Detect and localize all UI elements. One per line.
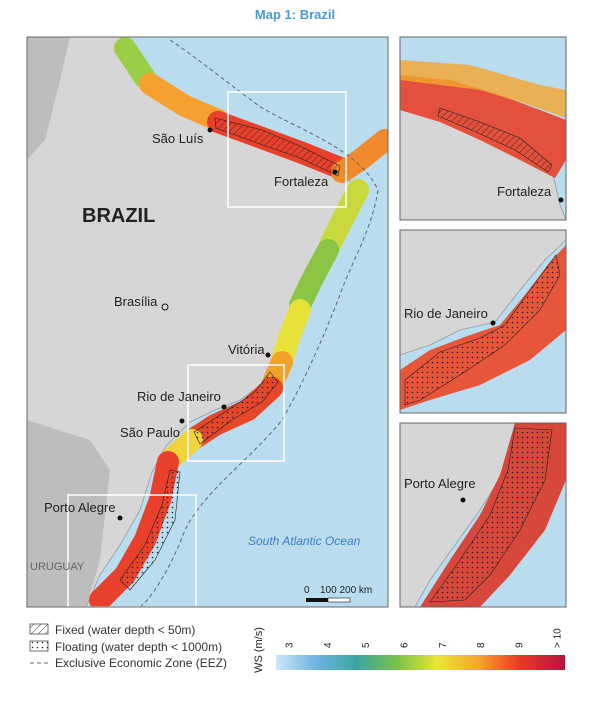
inset-map: Fortaleza xyxy=(400,37,566,220)
neighbor-land xyxy=(27,37,70,160)
colorbar-tick-label: 8 xyxy=(476,642,487,648)
legend-swatch xyxy=(29,623,49,635)
colorbar-tick-label: > 10 xyxy=(553,628,564,648)
inset-frame xyxy=(227,91,347,208)
city-dot xyxy=(117,515,123,521)
legend-swatch xyxy=(29,640,49,652)
ocean-label: South Atlantic Ocean xyxy=(248,534,361,548)
colorbar-ticks: 3 4 5 6 7 8 9 > 10 xyxy=(285,628,564,648)
scale-label: 100 200 km xyxy=(320,585,372,596)
city-label: Fortaleza xyxy=(497,184,552,199)
scale-label: 0 xyxy=(304,585,310,596)
colorbar-tick-label: 7 xyxy=(438,642,449,648)
city-label: Fortaleza xyxy=(274,174,329,189)
colorbar-tick-label: 4 xyxy=(323,642,334,648)
scale-bar xyxy=(327,597,351,603)
inset-frame xyxy=(399,229,567,414)
inset-map: Rio de Janeiro xyxy=(400,230,566,413)
capital-dot xyxy=(161,303,169,311)
city-dot xyxy=(332,169,338,175)
colorbar-label: WS (m/s) xyxy=(253,627,265,673)
city-label: Rio de Janeiro xyxy=(404,306,488,321)
legend-label: Floating (water depth < 1000m) xyxy=(55,640,222,654)
eez-boundary xyxy=(139,39,379,607)
colorbar-tick-label: 3 xyxy=(285,642,296,648)
colorbar-tick-label: 5 xyxy=(361,642,372,648)
map-frame xyxy=(26,36,389,608)
inset-frame xyxy=(399,422,567,608)
city-dot xyxy=(265,352,271,358)
city-label: Brasília xyxy=(114,294,158,309)
colorbar xyxy=(276,655,565,670)
inset-frame xyxy=(67,494,197,607)
colorbar-tick-label: 6 xyxy=(399,642,410,648)
city-dot xyxy=(207,127,213,133)
legend-label: Fixed (water depth < 50m) xyxy=(55,623,195,637)
city-label: Porto Alegre xyxy=(44,500,116,515)
inset-map: Porto Alegre xyxy=(400,423,566,607)
scale-bar xyxy=(306,598,328,602)
colorbar-tick-label: 9 xyxy=(514,642,525,648)
main-map: BRAZIL São Luís Fortaleza Brasília Vitór… xyxy=(27,37,388,607)
city-dot xyxy=(221,404,227,410)
legend-label: Exclusive Economic Zone (EEZ) xyxy=(55,656,227,670)
inset-frame xyxy=(399,36,567,221)
city-label: Rio de Janeiro xyxy=(137,389,221,404)
fixed-zone xyxy=(214,117,341,177)
inset-frame xyxy=(187,364,285,462)
neighbor-label: URUGUAY xyxy=(30,561,85,573)
map-title: Map 1: Brazil xyxy=(255,7,335,22)
city-label: São Paulo xyxy=(120,425,180,440)
city-label: São Luís xyxy=(152,131,204,146)
city-label: Porto Alegre xyxy=(404,476,476,491)
country-label: BRAZIL xyxy=(82,205,155,227)
city-dot xyxy=(179,418,185,424)
floating-zone xyxy=(193,371,279,445)
city-label: Vitória xyxy=(228,342,265,357)
floating-zone xyxy=(119,469,181,591)
